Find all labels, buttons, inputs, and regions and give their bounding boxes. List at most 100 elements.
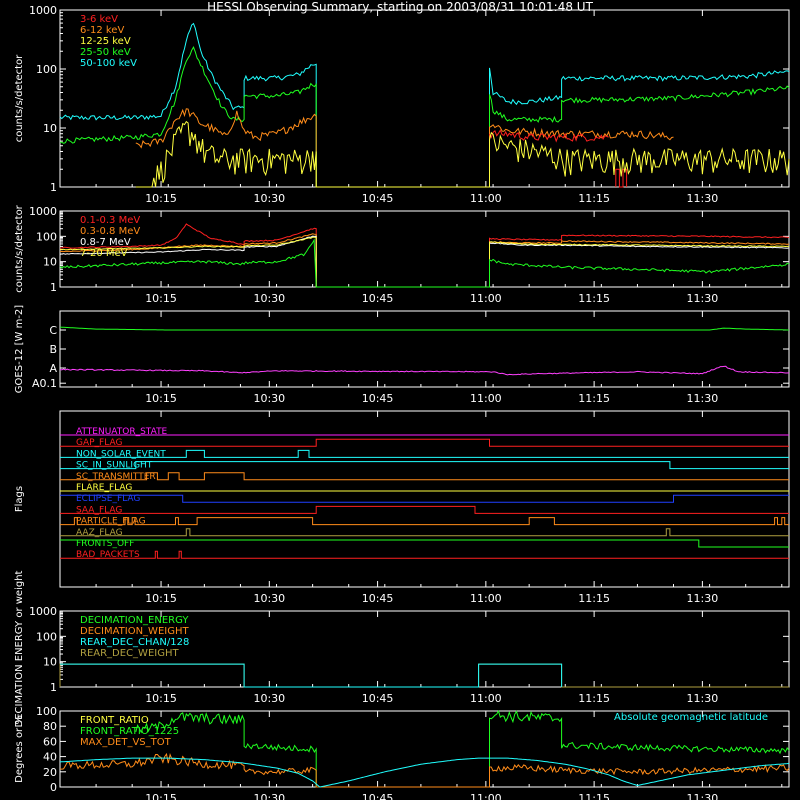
- y-axis-label: DECIMATION ENERGY or weight: [14, 570, 25, 727]
- flag-line-non-solar-event: [60, 449, 789, 458]
- x-tick-label: 10:45: [362, 692, 394, 705]
- series-line-max-det-vs-tot: [59, 752, 790, 788]
- series-line-goes-long: [59, 326, 789, 331]
- y-tick-label: 20: [43, 766, 57, 779]
- legend-entry: 0.8-7 MeV: [80, 237, 131, 248]
- x-tick-label: 11:15: [578, 792, 610, 800]
- x-tick-label: 11:15: [578, 692, 610, 705]
- series-line-3-6-kev: [489, 129, 609, 143]
- y-tick-label: 10: [43, 656, 57, 669]
- x-tick-label: 11:15: [578, 292, 610, 305]
- x-tick-label: 10:30: [253, 792, 285, 800]
- annotation-label: Absolute geomagnetic latitude: [614, 712, 768, 723]
- flag-line-sc-in-sunlight: [60, 461, 789, 470]
- x-tick-label: 10:15: [145, 292, 177, 305]
- flag-label: AAZ_FLAG: [76, 528, 123, 538]
- flag-label: BAD_PACKETS: [76, 550, 140, 560]
- x-tick-label: 11:00: [470, 792, 502, 800]
- x-tick-label: 10:45: [362, 192, 394, 205]
- flag-label: SAA_FLAG: [76, 505, 122, 515]
- y-tick-label: 1000: [29, 205, 57, 218]
- y-axis-label: Degrees or %: [14, 715, 25, 783]
- x-tick-label: 11:30: [687, 692, 719, 705]
- y-tick-label: 0: [50, 781, 57, 794]
- legend-entry: REAR_DEC_WEIGHT: [80, 648, 179, 659]
- flag-line-bad-packets: [60, 550, 789, 559]
- y-tick-label: 1000: [29, 4, 57, 17]
- panel-frame-panel2: [59, 210, 790, 288]
- flag-line-eclipse-flag: [60, 494, 789, 503]
- legend-entry: 7-20 MeV: [80, 248, 128, 259]
- y-tick-label: 40: [43, 751, 57, 764]
- series-line-rear-dec-weight: [59, 663, 789, 688]
- flag-line-sc-transmitter: [60, 472, 789, 481]
- flag-label: PARTICLE_FLAG: [76, 517, 146, 527]
- y-tick-label: C: [49, 324, 57, 337]
- x-tick-label: 10:45: [362, 292, 394, 305]
- y-tick-label: 60: [43, 735, 57, 748]
- x-tick-label: 11:00: [470, 392, 502, 405]
- y-axis-label: GOES-12 [W m-2]: [14, 305, 25, 393]
- legend-entry: 0.1-0.3 MeV: [80, 215, 140, 226]
- series-line-6-12-kev: [135, 108, 674, 188]
- legend-entry: 50-100 keV: [80, 58, 137, 69]
- panel-frame-panel4: [59, 410, 790, 588]
- x-tick-label: 11:30: [687, 292, 719, 305]
- y-tick-label: 100: [36, 630, 57, 643]
- y-axis-label: counts/s/detector: [14, 54, 25, 142]
- y-tick-label: 10: [43, 256, 57, 269]
- flag-line-saa-flag: [60, 505, 789, 514]
- series-line-0-1-0-3-mev: [59, 223, 790, 288]
- series-line-7-20-mev: [59, 238, 790, 288]
- flag-label: ATTENUATOR_STATE: [76, 427, 168, 437]
- legend-entry: DECIMATION_ENERGY: [80, 615, 189, 626]
- x-tick-label: 11:00: [470, 192, 502, 205]
- panel-frame-panel1: [59, 9, 790, 188]
- y-tick-label: 100: [36, 230, 57, 243]
- y-tick-label: 80: [43, 720, 57, 733]
- legend-entry: 6-12 keV: [80, 25, 124, 36]
- flag-label: SC_IN_SUNLIGHT: [76, 461, 153, 471]
- x-tick-label: 10:15: [145, 192, 177, 205]
- panel-frame-panel3: [59, 310, 790, 388]
- x-tick-label: 10:45: [362, 592, 394, 605]
- x-tick-label: 11:00: [470, 592, 502, 605]
- series-line-rear-dec-chan-128: [60, 663, 563, 688]
- flag-line-particle-flag: [60, 517, 789, 526]
- y-tick-label: 10: [43, 122, 57, 135]
- legend-entry: MAX_DET_VS_TOT: [80, 737, 172, 748]
- y-axis-label: Flags: [14, 486, 25, 512]
- y-tick-label: A: [49, 362, 57, 375]
- x-tick-label: 11:15: [578, 592, 610, 605]
- x-tick-label: 11:30: [687, 792, 719, 800]
- x-tick-label: 10:15: [145, 792, 177, 800]
- legend-entry: 0.3-0.8 MeV: [80, 226, 140, 237]
- series-line-25-50-kev: [59, 46, 790, 188]
- x-tick-label: 11:30: [687, 192, 719, 205]
- flag-label: ECLIPSE_FLAG: [76, 494, 140, 504]
- x-tick-label: 11:00: [470, 292, 502, 305]
- flag-line-aaz-flag: [60, 528, 789, 537]
- series-line-50-100-kev: [59, 22, 790, 188]
- legend-entry: REAR_DEC_CHAN/128: [80, 637, 189, 648]
- x-tick-label: 11:00: [470, 692, 502, 705]
- flag-line-gap-flag: [60, 438, 789, 447]
- flag-label: GAP_FLAG: [76, 438, 122, 448]
- legend-entry: 25-50 keV: [80, 47, 131, 58]
- y-tick-label: 1: [50, 281, 57, 294]
- y-tick-label: 100: [36, 63, 57, 76]
- flag-label: NON_SOLAR_EVENT: [76, 449, 166, 459]
- x-tick-label: 11:15: [578, 192, 610, 205]
- x-tick-label: 10:15: [145, 692, 177, 705]
- x-tick-label: 10:30: [253, 692, 285, 705]
- legend-entry: 3-6 keV: [80, 14, 118, 25]
- x-tick-label: 10:15: [145, 392, 177, 405]
- y-tick-label: B: [49, 343, 57, 356]
- x-tick-label: 10:30: [253, 292, 285, 305]
- flag-label: SC_TRANSMITTER: [76, 472, 156, 482]
- series-line-goes-short: [59, 365, 790, 376]
- y-tick-label: 100: [36, 705, 57, 718]
- flag-label: FLARE_FLAG: [76, 483, 132, 493]
- x-tick-label: 10:45: [362, 792, 394, 800]
